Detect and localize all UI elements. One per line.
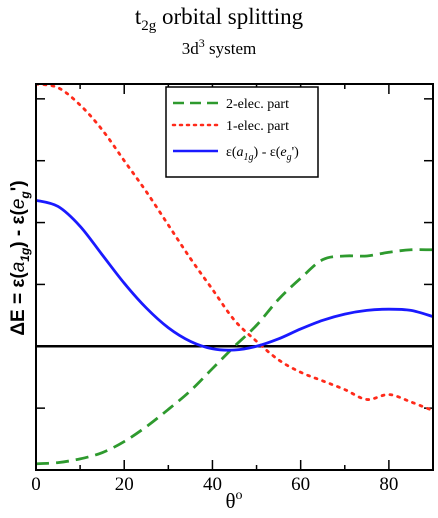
chart-title: t2g orbital splitting [135, 4, 304, 34]
x-tick-label: 20 [115, 474, 134, 495]
series-1elec-line [36, 84, 433, 413]
x-tick-label: 0 [31, 474, 41, 495]
legend-label-2elec: 2-elec. part [226, 97, 289, 112]
x-tick-label: 60 [291, 474, 310, 495]
x-axis-label: θo [225, 488, 242, 513]
plot-frame [35, 83, 434, 471]
x-tick-label: 80 [379, 474, 398, 495]
y-axis-label: ΔE = ε(a1g) - ε(eg') [8, 180, 32, 335]
series-2elec-line [36, 248, 433, 466]
x-tick-label: 40 [203, 474, 222, 495]
legend: 2-elec. part 1-elec. part ε(a1g) - ε(eg'… [165, 86, 319, 178]
chart-subtitle: 3d3 system [182, 36, 256, 58]
legend-label-diff: ε(a1g) - ε(eg') [226, 145, 299, 163]
legend-label-1elec: 1-elec. part [226, 119, 289, 134]
series-difference-line [36, 198, 433, 352]
